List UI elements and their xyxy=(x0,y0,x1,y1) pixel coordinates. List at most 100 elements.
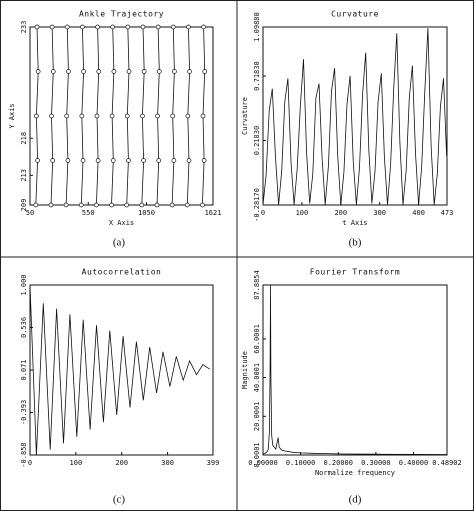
data-marker xyxy=(109,202,114,208)
x-tick-label: 473 xyxy=(441,209,454,217)
x-tick-label: 1050 xyxy=(138,209,155,217)
data-marker xyxy=(124,202,130,208)
y-tick-label: 0.0001 xyxy=(253,442,261,467)
data-marker xyxy=(50,69,56,74)
y-tick-label: 213 xyxy=(20,169,28,182)
x-tick-label: 0 xyxy=(28,459,32,467)
x-tick-label: 0.10000 xyxy=(286,459,316,467)
x-tick-label: 0.40000 xyxy=(399,459,429,467)
caption: (c) xyxy=(113,494,126,506)
data-marker xyxy=(187,69,192,74)
x-tick-label: 399 xyxy=(207,459,220,467)
data-marker xyxy=(124,113,130,119)
plot-frame xyxy=(262,284,448,456)
plot-frame xyxy=(262,26,448,206)
data-marker xyxy=(141,69,147,74)
data-marker xyxy=(154,202,160,208)
y-tick-label: 218 xyxy=(20,132,28,145)
x-axis-label: t Axis xyxy=(342,219,367,227)
y-tick-label: -0.28170 xyxy=(253,188,261,222)
data-marker xyxy=(34,113,39,119)
x-tick-label: 300 xyxy=(161,459,174,467)
y-tick-label: 209 xyxy=(20,199,28,212)
data-marker xyxy=(110,24,116,30)
data-marker xyxy=(139,202,145,208)
chart-title: Fourier Transform xyxy=(310,268,400,277)
y-tick-label: 40.0001 xyxy=(253,363,261,393)
data-marker xyxy=(66,69,71,74)
y-axis-label: Y Axis xyxy=(8,103,16,128)
data-marker xyxy=(201,158,207,163)
data-marker xyxy=(64,113,70,119)
data-marker xyxy=(156,69,162,74)
data-marker xyxy=(35,158,40,163)
x-tick-label: 200 xyxy=(115,459,128,467)
data-marker xyxy=(94,113,100,119)
data-marker xyxy=(141,158,146,163)
data-marker xyxy=(80,24,85,30)
y-tick-label: 1.09880 xyxy=(253,12,261,42)
data-marker xyxy=(171,158,177,163)
y-tick-label: 1.000 xyxy=(20,274,28,295)
data-marker xyxy=(109,113,115,119)
data-marker xyxy=(50,158,56,163)
data-line xyxy=(262,28,447,205)
plot-frame xyxy=(29,284,214,456)
data-marker xyxy=(34,24,40,30)
data-marker xyxy=(49,113,54,119)
x-tick-label: 0 xyxy=(261,209,265,217)
data-marker xyxy=(140,24,146,30)
data-marker xyxy=(201,24,206,30)
y-tick-label: 0.21830 xyxy=(253,126,261,156)
data-marker xyxy=(33,202,39,208)
data-marker xyxy=(184,202,190,208)
data-marker xyxy=(95,158,101,163)
data-marker xyxy=(81,69,86,74)
y-tick-label: 20.0001 xyxy=(253,402,261,432)
y-tick-label: 0.536 xyxy=(20,317,28,338)
y-tick-label: -0.858 xyxy=(20,442,28,467)
x-tick-label: 0.00000 xyxy=(248,459,278,467)
caption: (b) xyxy=(349,237,362,249)
chart-title: Autocorrelation xyxy=(82,268,162,277)
data-marker xyxy=(126,158,131,163)
x-tick-label: 400 xyxy=(412,209,425,217)
data-marker xyxy=(48,202,54,208)
y-tick-label: 0.071 xyxy=(20,359,28,380)
data-marker xyxy=(172,69,177,74)
data-marker xyxy=(95,24,100,30)
caption: (a) xyxy=(113,237,126,249)
data-marker xyxy=(170,24,176,30)
chart-title: Curvature xyxy=(331,10,379,19)
data-marker xyxy=(78,202,84,208)
x-tick-label: 50 xyxy=(26,209,34,217)
y-axis-label: Magnitude xyxy=(241,351,249,389)
data-marker xyxy=(49,24,55,30)
data-marker xyxy=(186,158,192,163)
y-tick-label: -0.393 xyxy=(20,400,28,425)
data-marker xyxy=(125,24,131,30)
data-marker xyxy=(169,202,175,208)
data-marker xyxy=(170,113,176,119)
data-marker xyxy=(96,69,102,74)
data-marker xyxy=(111,69,117,74)
x-tick-label: 100 xyxy=(70,459,83,467)
x-tick-label: 550 xyxy=(82,209,95,217)
data-marker xyxy=(200,202,205,208)
x-tick-label: 0.30000 xyxy=(361,459,391,467)
plot-frame xyxy=(29,26,214,206)
data-marker xyxy=(80,158,86,163)
data-marker xyxy=(65,158,71,163)
data-marker xyxy=(63,202,69,208)
data-marker xyxy=(110,158,116,163)
data-marker xyxy=(200,113,206,119)
y-tick-label: 60.0001 xyxy=(253,324,261,354)
data-marker xyxy=(186,24,191,30)
data-marker xyxy=(156,158,162,163)
x-axis-label: X Axis xyxy=(109,219,134,227)
x-axis-label: Normalize frequency xyxy=(315,469,395,477)
x-tick-label: 100 xyxy=(296,209,309,217)
y-tick-label: 87.8854 xyxy=(253,270,261,300)
data-marker xyxy=(64,24,70,30)
